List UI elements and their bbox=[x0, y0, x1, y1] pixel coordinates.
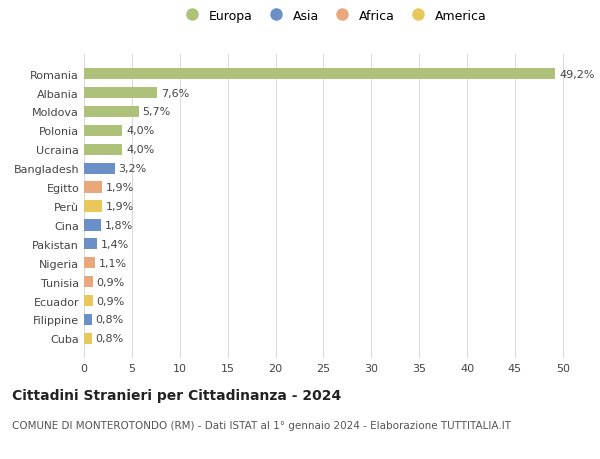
Bar bbox=[84, 295, 92, 307]
Bar bbox=[84, 276, 92, 288]
Bar bbox=[84, 314, 92, 325]
Text: 4,0%: 4,0% bbox=[126, 145, 154, 155]
Bar bbox=[84, 106, 139, 118]
Text: 49,2%: 49,2% bbox=[559, 69, 595, 79]
Bar bbox=[84, 69, 555, 80]
Text: 0,8%: 0,8% bbox=[95, 315, 124, 325]
Legend: Europa, Asia, Africa, America: Europa, Asia, Africa, America bbox=[179, 10, 487, 23]
Text: 1,4%: 1,4% bbox=[101, 239, 130, 249]
Text: 0,9%: 0,9% bbox=[97, 296, 125, 306]
Bar bbox=[84, 239, 97, 250]
Bar bbox=[84, 125, 122, 137]
Bar bbox=[84, 257, 95, 269]
Bar bbox=[84, 333, 92, 344]
Text: 1,9%: 1,9% bbox=[106, 202, 134, 212]
Bar bbox=[84, 182, 102, 193]
Bar bbox=[84, 163, 115, 174]
Bar bbox=[84, 201, 102, 212]
Text: 3,2%: 3,2% bbox=[118, 164, 147, 174]
Text: 1,1%: 1,1% bbox=[98, 258, 127, 268]
Bar bbox=[84, 220, 101, 231]
Text: 1,9%: 1,9% bbox=[106, 183, 134, 193]
Text: 1,8%: 1,8% bbox=[105, 220, 133, 230]
Text: 0,9%: 0,9% bbox=[97, 277, 125, 287]
Text: 7,6%: 7,6% bbox=[161, 89, 189, 98]
Bar bbox=[84, 88, 157, 99]
Text: 5,7%: 5,7% bbox=[142, 107, 170, 117]
Text: Cittadini Stranieri per Cittadinanza - 2024: Cittadini Stranieri per Cittadinanza - 2… bbox=[12, 388, 341, 402]
Bar bbox=[84, 144, 122, 156]
Text: 4,0%: 4,0% bbox=[126, 126, 154, 136]
Text: COMUNE DI MONTEROTONDO (RM) - Dati ISTAT al 1° gennaio 2024 - Elaborazione TUTTI: COMUNE DI MONTEROTONDO (RM) - Dati ISTAT… bbox=[12, 420, 511, 430]
Text: 0,8%: 0,8% bbox=[95, 334, 124, 344]
